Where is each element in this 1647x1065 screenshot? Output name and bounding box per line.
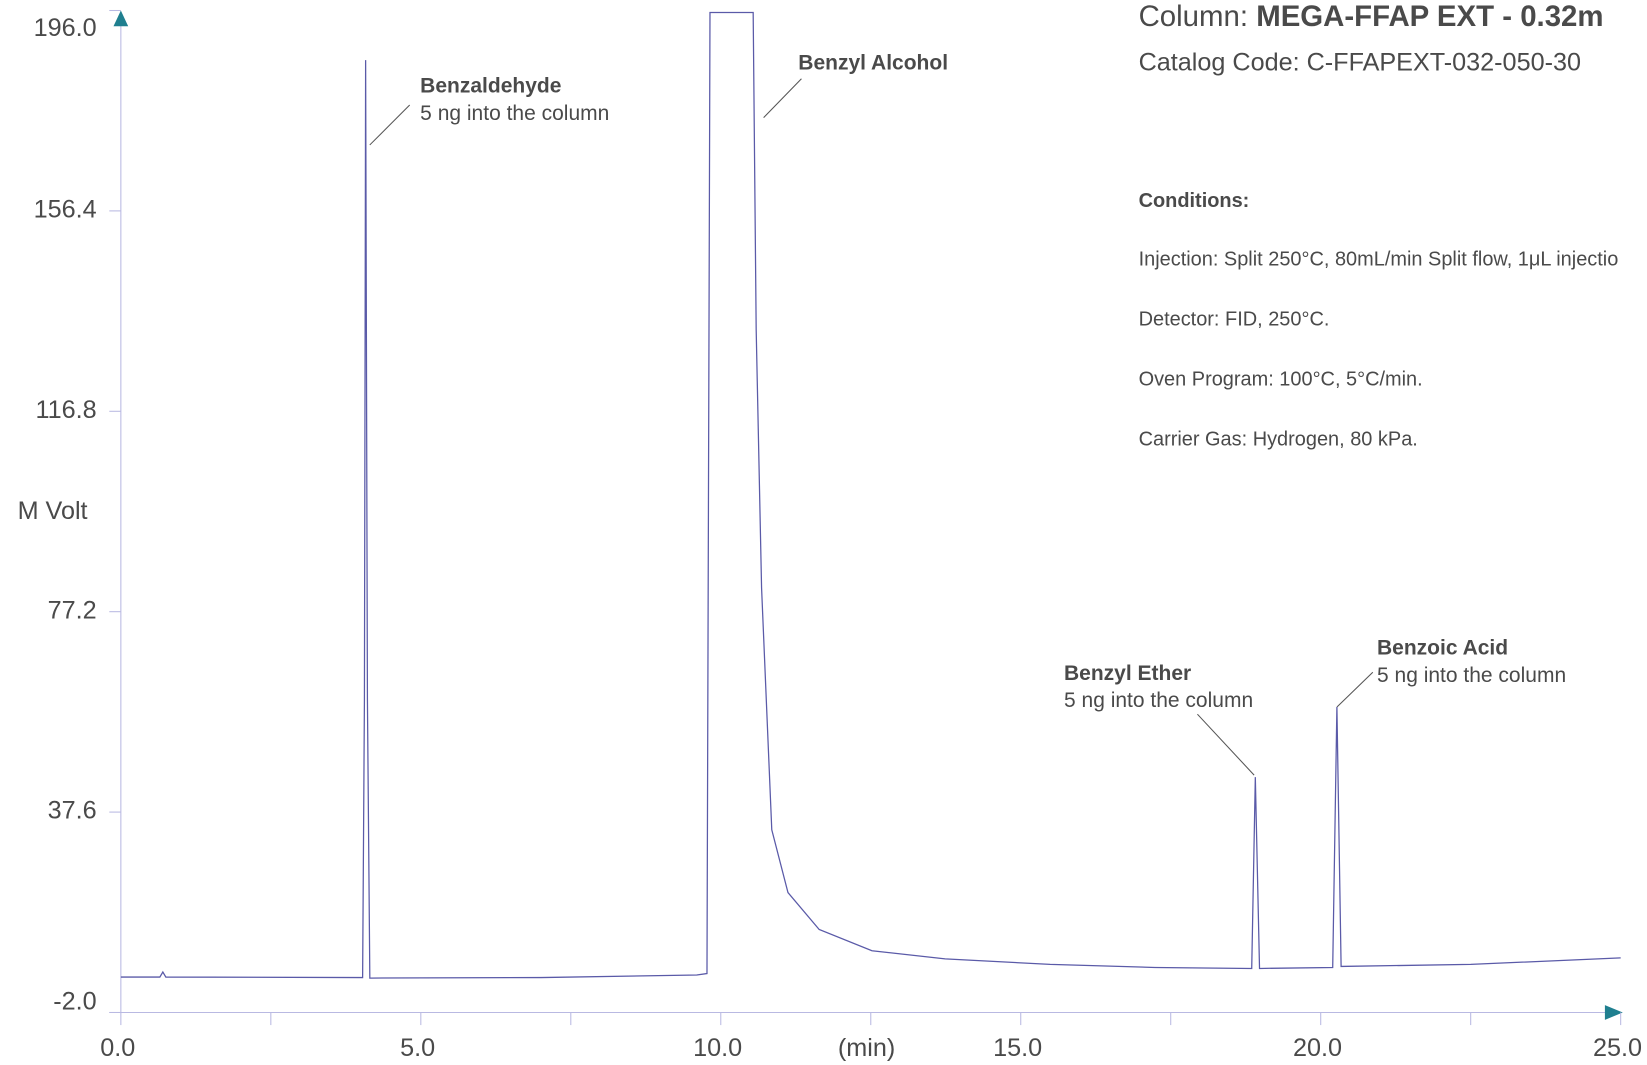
x-tick-label: 5.0 xyxy=(400,1034,435,1062)
x-tick-label: 20.0 xyxy=(1293,1034,1342,1062)
condition-line: Detector: FID, 250°C. xyxy=(1139,309,1330,331)
x-axis-label: (min) xyxy=(838,1034,895,1062)
peak-label: Benzyl Alcohol xyxy=(798,52,948,75)
leader-line xyxy=(369,104,411,146)
x-axis-arrow xyxy=(1604,1005,1623,1020)
x-tick-label: 10.0 xyxy=(693,1034,742,1062)
y-tick-label: -2.0 xyxy=(53,988,96,1016)
chromatogram-trace xyxy=(120,11,1621,979)
y-tick-label: 116.8 xyxy=(36,396,97,424)
peak-label: Benzoic Acid xyxy=(1377,637,1508,660)
column-label: Column: xyxy=(1139,0,1248,33)
catalog-code: Catalog Code: C-FFAPEXT-032-050-30 xyxy=(1139,49,1581,77)
y-tick-label: 37.6 xyxy=(48,797,97,825)
conditions-title: Conditions: xyxy=(1139,190,1250,212)
condition-line: Injection: Split 250°C, 80mL/min Split f… xyxy=(1139,249,1619,271)
y-tick-label: 156.4 xyxy=(34,196,97,224)
y-axis-arrow xyxy=(113,10,129,27)
column-info: Column: MEGA-FFAP EXT - 0.32m xyxy=(1139,0,1604,33)
leader-line xyxy=(1197,713,1255,776)
y-tick-label: 77.2 xyxy=(48,596,97,624)
peak-label: Benzyl Ether xyxy=(1064,662,1191,685)
leader-line xyxy=(763,78,802,118)
peak-note: 5 ng into the column xyxy=(1064,689,1253,712)
x-tick-label: 15.0 xyxy=(993,1034,1042,1062)
peak-note: 5 ng into the column xyxy=(1377,664,1566,687)
leader-line xyxy=(1336,671,1374,708)
x-tick-label: 25.0 xyxy=(1593,1034,1642,1062)
condition-line: Oven Program: 100°C, 5°C/min. xyxy=(1139,368,1423,390)
column-name: MEGA-FFAP EXT - 0.32m xyxy=(1256,0,1603,33)
peak-note: 5 ng into the column xyxy=(420,102,609,125)
y-axis-label: M Volt xyxy=(18,497,88,525)
peak-label: Benzaldehyde xyxy=(420,75,561,98)
x-tick-label: 0.0 xyxy=(100,1034,135,1062)
y-tick-label: 196.0 xyxy=(34,14,97,42)
condition-line: Carrier Gas: Hydrogen, 80 kPa. xyxy=(1139,428,1418,450)
